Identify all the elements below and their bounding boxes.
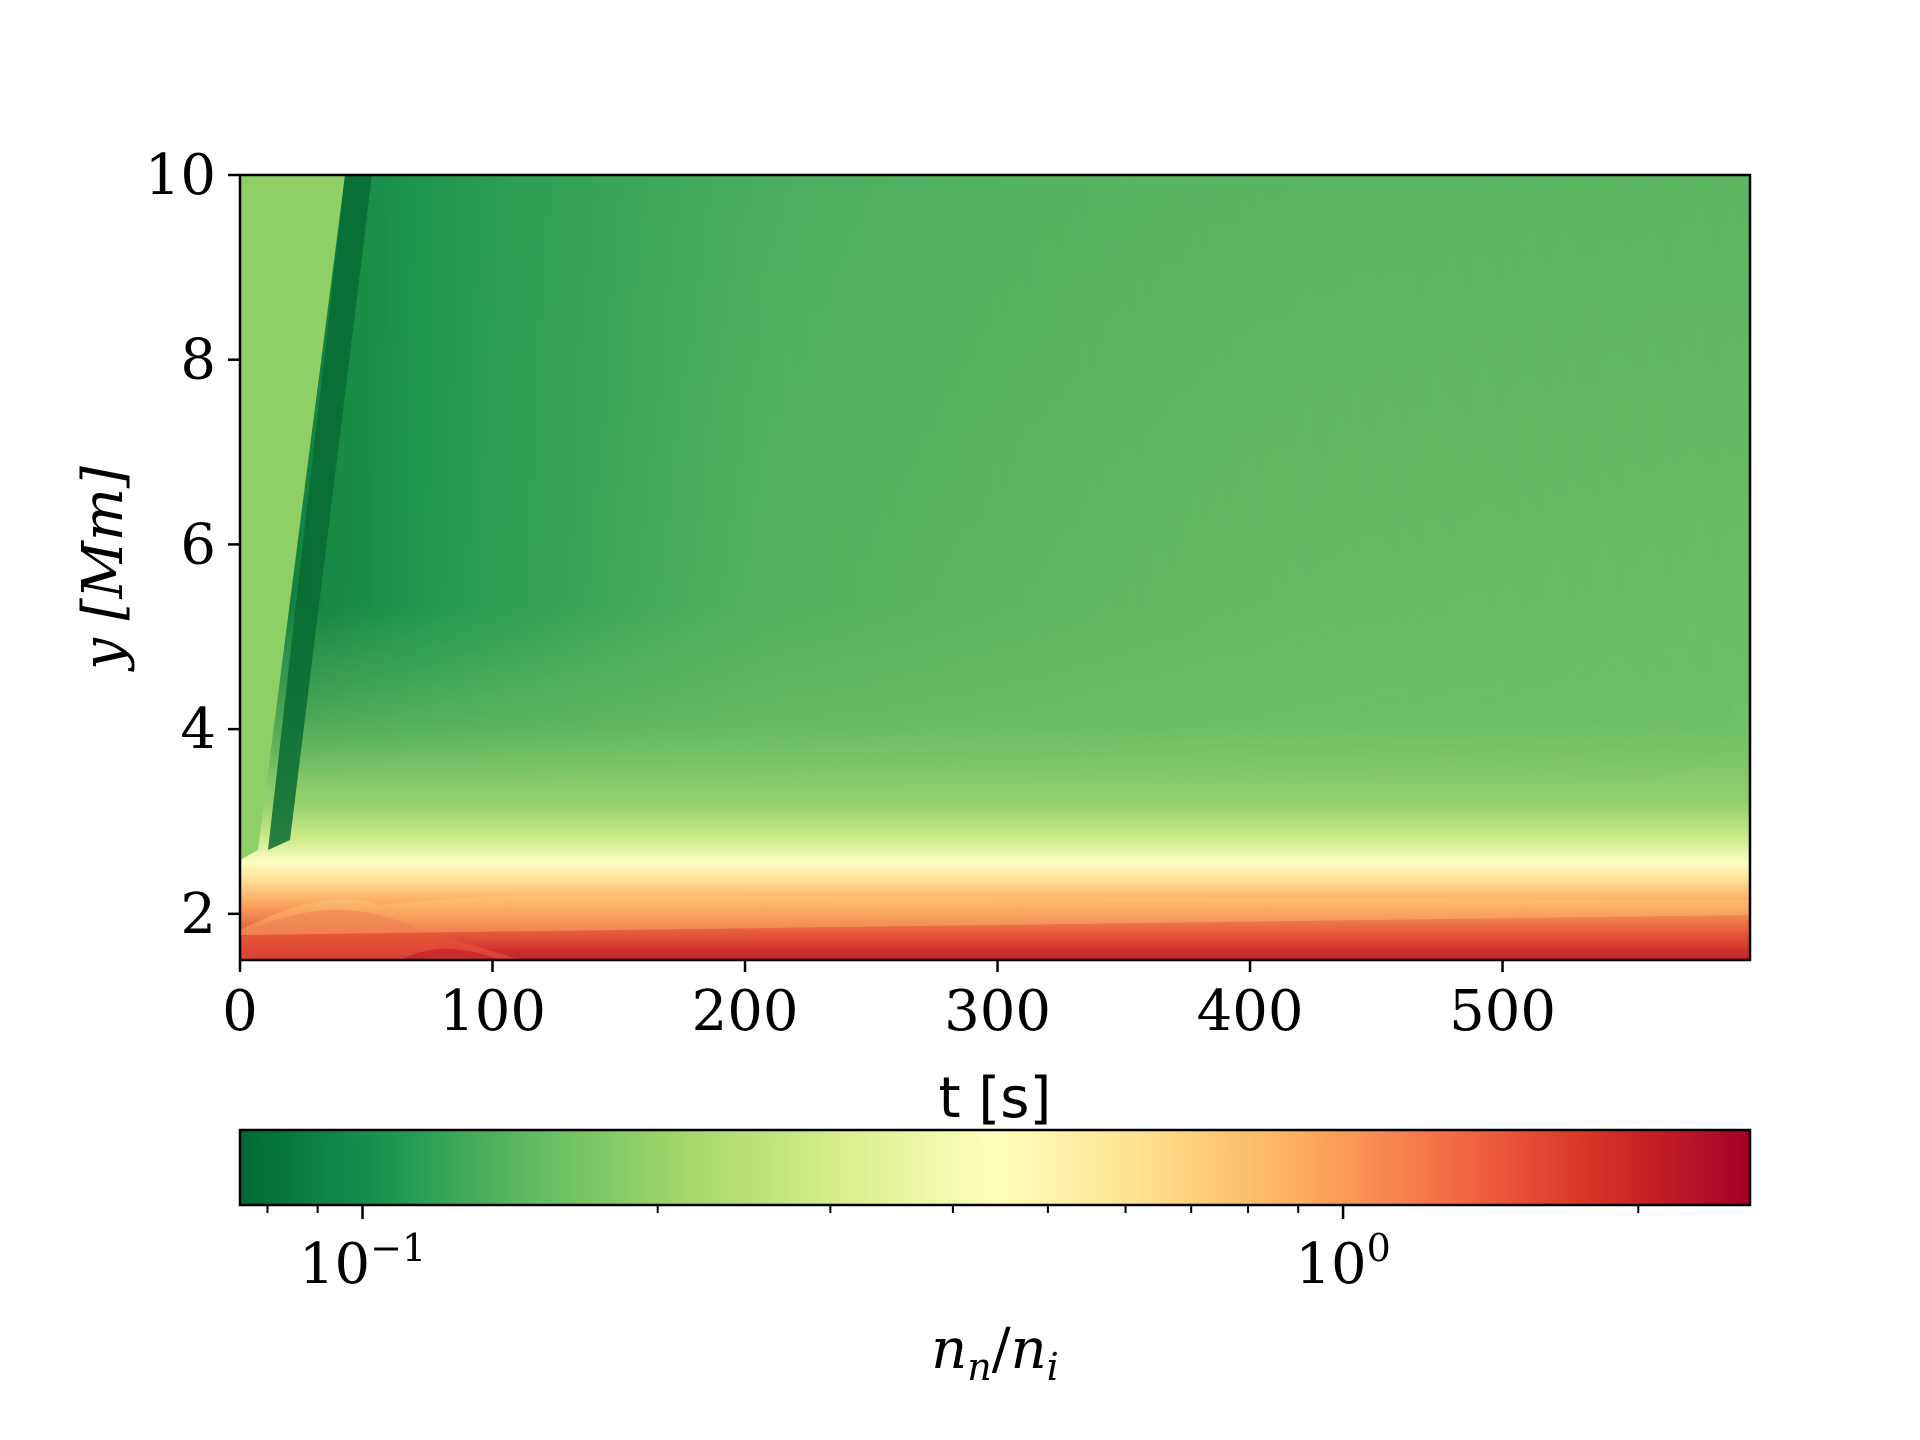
y-axis: 2 4 6 8 10 — [145, 143, 240, 947]
y-tick-label: 6 — [180, 512, 216, 577]
x-tick-label: 100 — [439, 979, 546, 1044]
y-axis-label: y [Mm] — [71, 466, 136, 673]
plot-frame — [238, 173, 1752, 962]
x-tick-label: 300 — [944, 979, 1051, 1044]
x-axis-label: t [s] — [939, 1066, 1052, 1131]
colorbar-tick-label: 10−1 — [299, 1226, 426, 1297]
colorbar-tick-label: 100 — [1295, 1226, 1390, 1297]
heatmap — [240, 175, 1750, 960]
colorbar-label-n2: n — [1011, 1317, 1047, 1382]
colorbar-label-n1: n — [931, 1317, 967, 1382]
x-axis: 0 100 200 300 400 500 — [222, 960, 1556, 1044]
y-tick-label: 8 — [180, 328, 216, 393]
colorbar-label-sub2: i — [1047, 1345, 1059, 1389]
x-tick-label: 0 — [222, 979, 258, 1044]
colorbar-label-sub1: n — [967, 1345, 991, 1389]
x-tick-label: 500 — [1449, 979, 1556, 1044]
colorbar-label: nn/ni — [931, 1317, 1059, 1389]
colorbar-label-slash: / — [992, 1317, 1011, 1382]
x-tick-label: 400 — [1197, 979, 1304, 1044]
colorbar — [238, 1128, 1752, 1207]
colorbar-ticks: 10−1 100 — [266, 1205, 1640, 1297]
y-tick-label: 4 — [180, 697, 216, 762]
y-tick-label: 10 — [145, 143, 216, 208]
x-tick-label: 200 — [692, 979, 799, 1044]
y-tick-label: 2 — [180, 882, 216, 947]
